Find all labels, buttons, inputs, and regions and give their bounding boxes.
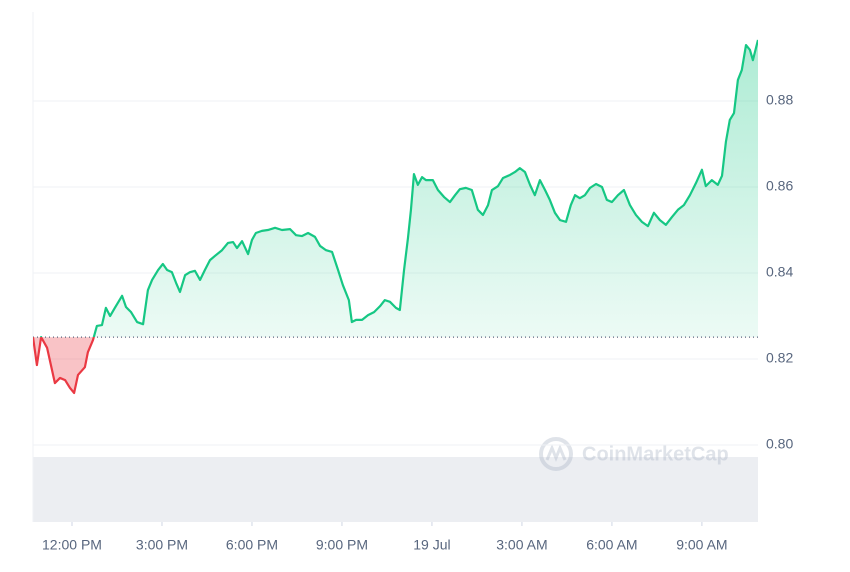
x-tick-label: 3:00 AM	[496, 537, 547, 553]
x-tick-label: 19 Jul	[413, 537, 450, 553]
x-tick-label: 12:00 PM	[42, 537, 102, 553]
x-tick-label: 6:00 PM	[226, 537, 278, 553]
area-down	[33, 337, 94, 393]
x-tick-label: 6:00 AM	[586, 537, 637, 553]
x-tick-label: 3:00 PM	[136, 537, 188, 553]
watermark: CoinMarketCap	[539, 437, 729, 471]
y-tick-label: 0.80	[766, 436, 793, 452]
y-tick-label: 0.82	[766, 350, 793, 366]
y-tick-label: 0.88	[766, 92, 793, 108]
price-line-up	[33, 39, 758, 338]
area-up	[33, 39, 758, 338]
price-line-down	[33, 337, 95, 395]
x-tick-label: 9:00 AM	[676, 537, 727, 553]
x-tick-label: 9:00 PM	[316, 537, 368, 553]
volume-area	[33, 457, 758, 522]
y-tick-label: 0.84	[766, 264, 793, 280]
watermark-text: CoinMarketCap	[582, 443, 729, 465]
y-tick-label: 0.86	[766, 178, 793, 194]
